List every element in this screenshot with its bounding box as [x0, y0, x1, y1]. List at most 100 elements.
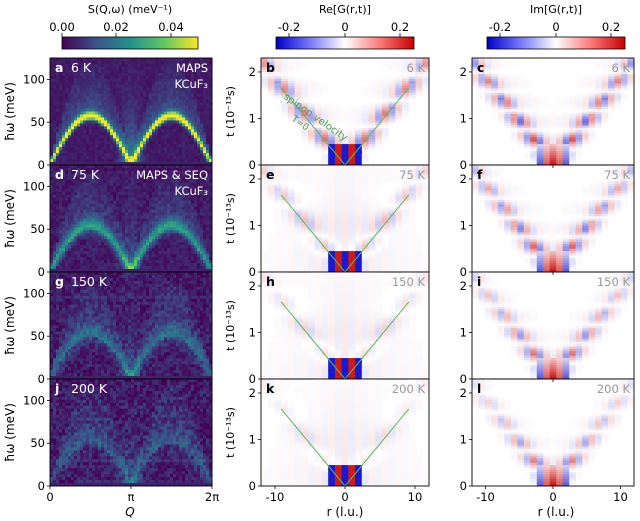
g-cell: [388, 88, 396, 91]
g-cell: [582, 81, 589, 84]
sqw-cell: [209, 153, 213, 157]
sqw-cell: [104, 120, 108, 124]
sqw-cell: [131, 212, 135, 216]
sqw-cell: [191, 233, 195, 237]
g-cell: [517, 83, 525, 87]
g-cell: [381, 81, 389, 84]
sqw-cell: [95, 242, 99, 246]
sqw-cell: [125, 173, 129, 178]
g-cell: [415, 85, 423, 89]
g-cell: [361, 141, 369, 145]
sqw-cell: [149, 75, 153, 80]
g-cell: [582, 141, 589, 145]
sqw-cell: [155, 206, 159, 210]
g-cell: [549, 113, 557, 117]
sqw-cell: [65, 126, 69, 130]
sqw-cell: [209, 159, 213, 163]
g-cell: [588, 132, 596, 136]
sqw-cell: [71, 260, 75, 264]
sqw-cell: [71, 144, 75, 148]
sqw-cell: [176, 102, 180, 106]
sqw-cell: [59, 120, 63, 124]
g-cell: [582, 125, 589, 129]
g-cell: [517, 144, 525, 147]
sqw-cell: [74, 173, 78, 178]
g-cell: [361, 137, 369, 140]
sqw-cell: [167, 87, 171, 92]
g-cell: [287, 83, 295, 87]
sqw-cell: [158, 185, 162, 190]
sqw-cell: [176, 233, 180, 237]
sqw-cell: [80, 84, 84, 89]
sqw-cell: [185, 203, 189, 208]
g-cell: [328, 146, 336, 150]
sqw-cell: [77, 239, 81, 243]
sqw-cell: [209, 72, 213, 77]
sqw-cell: [203, 111, 207, 115]
sqw-cell: [188, 239, 192, 243]
sqw-cell: [158, 218, 162, 222]
g-cell: [281, 69, 289, 73]
g-cell: [523, 85, 531, 89]
sqw-cell: [176, 230, 180, 234]
g-cell: [395, 102, 403, 105]
sqw-cell: [176, 191, 180, 196]
sqw-cell: [83, 263, 87, 267]
sqw-cell: [137, 251, 141, 255]
sqw-cell: [125, 111, 129, 115]
sqw-cell: [62, 129, 66, 133]
sqw-cell: [110, 63, 114, 68]
g-cell: [504, 92, 512, 96]
sqw-cell: [50, 218, 54, 222]
sqw-cell: [188, 203, 192, 208]
g-cell: [395, 76, 403, 80]
sqw-cell: [116, 188, 120, 193]
sqw-cell: [128, 206, 132, 210]
sqw-cell: [92, 227, 96, 231]
sqw-cell: [125, 126, 129, 130]
sqw-cell: [143, 102, 147, 106]
sqw-cell: [92, 185, 96, 190]
g-cell: [517, 127, 525, 131]
g-cell: [274, 71, 282, 75]
sqw-cell: [158, 167, 162, 172]
sqw-cell: [89, 233, 93, 237]
sqw-cell: [59, 102, 63, 106]
g-cell: [582, 120, 589, 124]
sqw-cell: [74, 141, 78, 145]
sqw-cell: [53, 269, 57, 273]
g-cell: [484, 74, 492, 77]
g-cell: [562, 125, 570, 129]
sqw-cell: [83, 254, 87, 258]
sqw-cell: [59, 248, 63, 252]
g-cell: [355, 144, 363, 147]
sqw-cell: [65, 114, 69, 118]
sqw-cell: [161, 200, 165, 205]
sqw-cell: [134, 132, 138, 136]
sqw-cell: [152, 66, 156, 71]
g-cell: [287, 104, 295, 108]
sqw-cell: [95, 179, 99, 184]
g-cell: [301, 90, 309, 94]
sqw-cell: [110, 144, 114, 148]
sqw-cell: [110, 263, 114, 267]
g-cell: [517, 92, 525, 96]
sqw-cell: [113, 75, 117, 80]
g-cell: [523, 153, 531, 156]
sqw-cell: [209, 111, 213, 115]
panel-dataset: MAPS: [176, 61, 208, 75]
sqw-cell: [182, 147, 186, 151]
sqw-cell: [182, 63, 186, 68]
sqw-cell: [149, 162, 153, 166]
g-cell: [472, 71, 479, 75]
g-cell: [556, 104, 564, 108]
sqw-cell: [125, 129, 129, 133]
sqw-cell: [80, 96, 84, 101]
sqw-cell: [128, 132, 132, 136]
sqw-cell: [116, 245, 120, 249]
sqw-cell: [125, 224, 129, 228]
sqw-cell: [101, 209, 105, 213]
sqw-cell: [164, 105, 168, 109]
sqw-cell: [176, 170, 180, 175]
g-cell: [328, 160, 336, 163]
